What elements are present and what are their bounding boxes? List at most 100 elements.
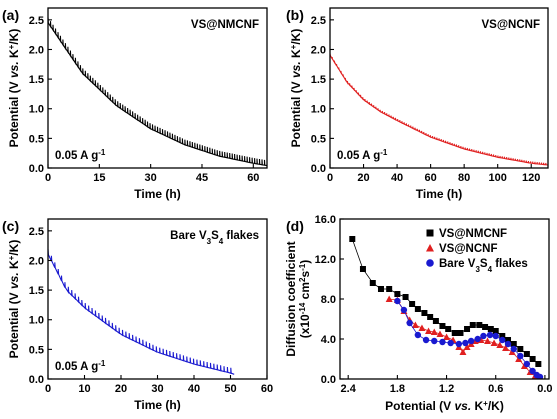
y-tick-label: 2.0 [29, 255, 44, 267]
x-tick-label: 60 [261, 383, 273, 395]
data-point [418, 324, 426, 331]
y-tick-label: 1.5 [311, 74, 326, 86]
y-axis-unit-part: ) [298, 260, 312, 264]
y-axis-unit-part: -14 [298, 302, 307, 314]
data-point [487, 326, 494, 332]
y-tick-label: 1.0 [29, 315, 44, 327]
x-axis-label: Potential (V vs. K+/K) [385, 399, 504, 414]
data-point [445, 326, 452, 332]
legend-entry: VS@NMCNF [439, 228, 507, 240]
data-point [359, 266, 366, 272]
data-point [464, 326, 471, 332]
legend-entry-part: S [480, 258, 488, 270]
data-point [439, 323, 446, 329]
data-point [369, 280, 376, 286]
y-tick-label: 1.5 [29, 74, 44, 86]
y-axis-unit-part: 2 [298, 277, 307, 282]
data-point [496, 341, 504, 348]
series-1 [349, 236, 542, 367]
y-tick-label: 0.5 [29, 133, 44, 145]
y-tick-label: 16.0 [315, 214, 336, 226]
panel-2: 0 20 40 60 80 100 120 0.0 0.5 1.0 1.5 2.0 2.5 (b) Time… [286, 7, 549, 201]
discharge-curve [47, 249, 235, 375]
current-density-label: 0.05 A g-1 [55, 359, 106, 374]
data-point [377, 286, 384, 292]
series-2 [385, 295, 539, 379]
data-point [529, 356, 536, 362]
data-point [414, 331, 422, 339]
data-point [474, 335, 481, 343]
panel-label: (d) [286, 218, 304, 234]
y-axis-label: Potential (V vs. K+/K) [7, 29, 22, 148]
y-axis-label-part: + [7, 255, 16, 260]
data-point [492, 328, 499, 334]
x-tick-label: 45 [196, 172, 208, 184]
data-point [510, 341, 517, 347]
data-point [451, 330, 458, 336]
legend-entry: Bare V3S4 flakes [439, 258, 528, 274]
x-axis-label-part: Potential (V [385, 399, 454, 413]
y-axis-label-part: K [7, 49, 21, 61]
legend-entry-part: Bare V [439, 258, 476, 270]
current-density-label: 0.05 A g-1 [55, 148, 106, 163]
data-point [529, 367, 536, 375]
x-axis-label-part: K [471, 399, 483, 413]
data-point [462, 339, 469, 347]
x-tick-label: 10 [78, 383, 90, 395]
panel-label: (b) [286, 7, 304, 23]
y-tick-label: 0.0 [29, 163, 44, 175]
legend-marker [426, 259, 434, 267]
y-axis-label-part: K [7, 260, 21, 272]
data-point [517, 352, 524, 360]
x-tick-label: 0 [327, 172, 333, 184]
data-point [402, 294, 409, 300]
data-point [431, 337, 438, 345]
sample-name-part: Bare V [170, 230, 207, 242]
y-axis-label: Diffusion coefficient [284, 241, 298, 356]
data-point [490, 339, 498, 346]
y-tick-label: 0.0 [311, 163, 326, 175]
plot-frame [329, 7, 549, 169]
x-axis-label: Time (h) [416, 187, 462, 201]
y-axis-unit-part: cm [298, 282, 312, 303]
data-point [447, 339, 454, 347]
panel-3: 0 10 20 30 40 50 60 0.0 0.5 1.0 1.5 2.0 2.5 (c) Time (… [2, 218, 273, 412]
x-axis-label-part: + [483, 399, 488, 408]
x-tick-label: 0 [45, 172, 51, 184]
discharge-curve [47, 17, 268, 167]
data-point [422, 336, 430, 344]
data-point [499, 333, 506, 339]
x-tick-label: 20 [357, 172, 369, 184]
sample-name-part: 4 [219, 237, 224, 246]
data-point [517, 346, 524, 352]
y-axis-unit-part: -1 [298, 263, 307, 271]
data-point [457, 330, 464, 336]
data-point [505, 337, 512, 343]
sample-name: VS@NCNF [482, 19, 541, 31]
plot-frame [47, 7, 268, 169]
data-point [443, 333, 451, 340]
y-axis-label-part: /K) [289, 29, 303, 45]
panel-4: 2.4 1.8 1.2 0.6 0.0 0.0 4.0 8.0 12.0 16.0 (d) Poten… [284, 214, 553, 413]
y-axis-label-part: vs. [7, 272, 21, 289]
data-point [536, 373, 544, 379]
x-axis-label-part: /K) [488, 399, 504, 413]
discharge-curve [329, 53, 549, 166]
y-tick-label: 0.0 [29, 374, 44, 386]
sample-name-part: S [211, 230, 219, 242]
y-tick-label: 2.0 [311, 44, 326, 56]
data-point [476, 322, 483, 328]
data-point [459, 348, 467, 355]
y-tick-label: 1.5 [29, 285, 44, 297]
data-point [523, 351, 530, 357]
data-point [504, 340, 512, 348]
y-tick-label: 1.0 [311, 104, 326, 116]
data-point [455, 340, 463, 348]
legend-entry-part: 4 [488, 265, 493, 274]
y-axis-label: Potential (V vs. K+/K) [7, 240, 22, 359]
data-point [502, 344, 510, 351]
series-line [389, 298, 536, 377]
sample-name-part: 3 [207, 237, 212, 246]
current-density-label-part: 0.05 A g [337, 150, 380, 162]
y-tick-label: 0.5 [311, 133, 326, 145]
